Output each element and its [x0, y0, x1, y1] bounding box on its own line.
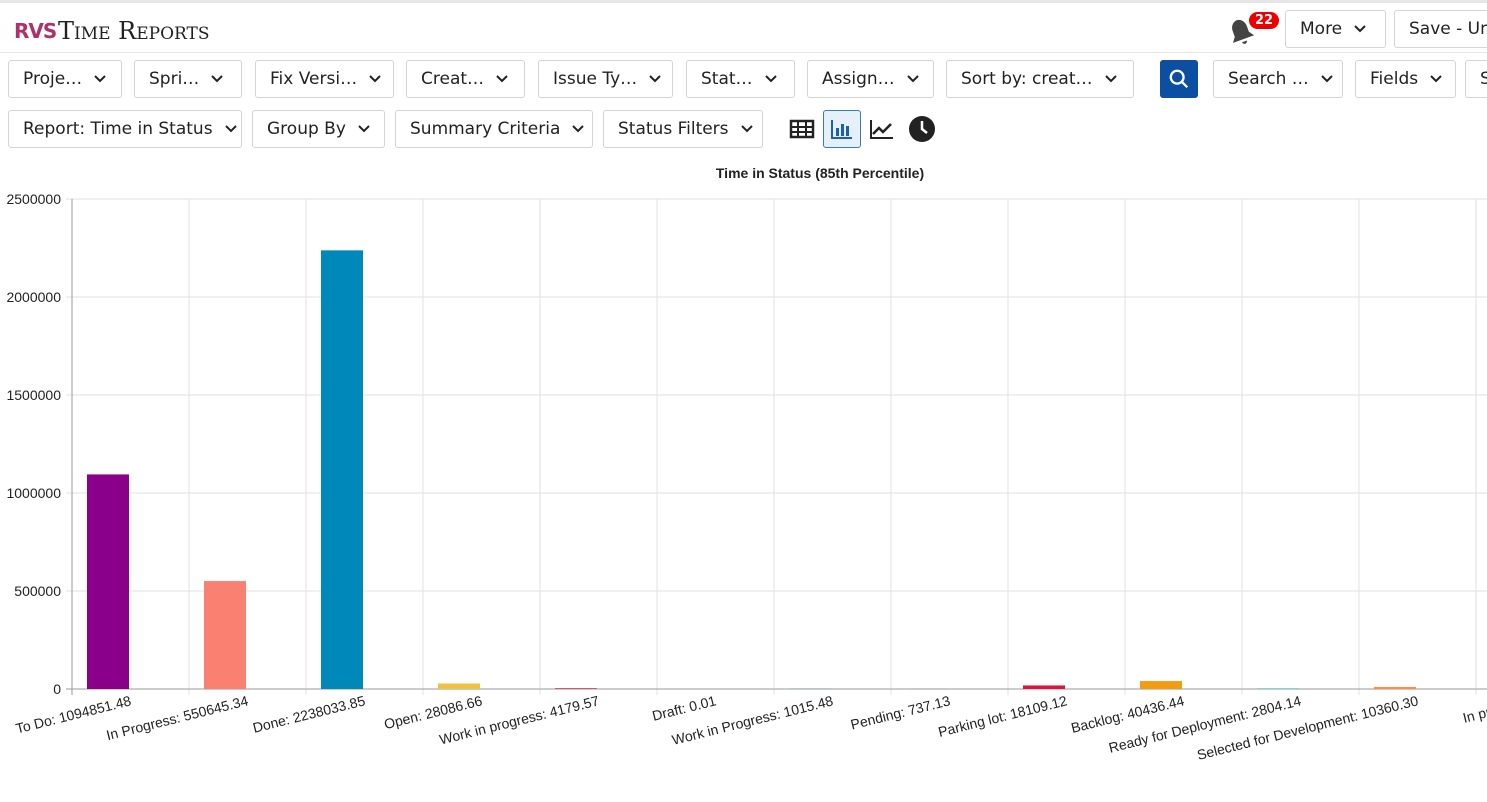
chevron [649, 75, 661, 83]
filter-dropdown[interactable]: Issue Ty… [538, 60, 673, 98]
clock-icon [909, 116, 935, 142]
report-dropdown[interactable]: Status Filters [603, 110, 763, 148]
bar [438, 683, 480, 689]
x-tick-label: In progress: [1461, 692, 1487, 725]
bar [555, 688, 597, 689]
x-tick-label: Draft: 0.01 [650, 692, 718, 723]
bell-icon[interactable] [1226, 17, 1256, 47]
chevron [358, 125, 370, 133]
button-label: Issue Ty… [553, 69, 638, 89]
x-tick-label: Parking lot: 18109.12 [936, 692, 1068, 740]
filter-dropdown[interactable]: Stat… [686, 60, 795, 98]
bar-icon [831, 120, 852, 139]
filter-dropdown[interactable]: Fix Versi… [255, 60, 394, 98]
bar-view-button[interactable] [823, 110, 861, 148]
chevron [1430, 75, 1442, 83]
chevron [496, 75, 508, 83]
button-label: More [1300, 19, 1343, 39]
bar [87, 474, 129, 689]
search-icon [1169, 69, 1189, 89]
search-dropdown[interactable]: S [1465, 60, 1487, 98]
button-label: Search … [1228, 69, 1309, 89]
chart: Time in Status (85th Percentile) 0 500000… [6, 165, 1487, 763]
button-label: Fields [1370, 69, 1419, 89]
filter-dropdown[interactable]: Proje… [8, 60, 122, 98]
chart-title: Time in Status (85th Percentile) [716, 165, 924, 181]
button-label: S [1480, 69, 1487, 89]
notification-badge[interactable]: 22 [1249, 12, 1280, 29]
chevron [1321, 75, 1333, 83]
y-tick-label: 2000000 [6, 289, 61, 305]
button-label: Save - Unt [1409, 19, 1487, 39]
chevron [764, 75, 777, 83]
button-label: Proje… [23, 69, 83, 89]
y-tick-label: 1000000 [6, 485, 61, 501]
x-tick-label: Selected for Development: 10360.30 [1195, 692, 1420, 763]
search-dropdown[interactable]: Fields [1355, 60, 1456, 98]
search-button[interactable] [1160, 60, 1198, 98]
logo: RVS [14, 19, 57, 43]
button-label: Report: Time in Status [23, 119, 213, 139]
bar [1023, 685, 1065, 689]
filter-dropdown[interactable]: Assign… [807, 60, 934, 98]
chevron [1354, 25, 1366, 33]
time-view-button[interactable] [903, 110, 941, 148]
button-label: Spri… [149, 69, 200, 89]
bar [204, 581, 246, 689]
button-label: Summary Criteria [410, 119, 561, 139]
header-button[interactable]: More [1285, 10, 1386, 48]
chevron [906, 75, 919, 83]
y-tick-label: 0 [53, 681, 61, 697]
report-dropdown[interactable]: Report: Time in Status [8, 110, 242, 148]
button-label: Fix Versi… [270, 69, 358, 89]
bar [321, 250, 363, 689]
chevron [94, 75, 106, 83]
filter-dropdown[interactable]: Spri… [134, 60, 242, 98]
line-view-button[interactable] [863, 110, 901, 148]
app-title: Time Reports [58, 17, 210, 45]
x-tick-label: Done: 2238033.85 [251, 692, 367, 735]
line-icon [870, 120, 893, 139]
filter-dropdown[interactable]: Creat… [406, 60, 525, 98]
y-tick-label: 500000 [14, 583, 61, 599]
bar [1374, 686, 1416, 689]
report-dropdown[interactable]: Group By [252, 110, 385, 148]
header-button[interactable]: Save - Unt [1394, 10, 1487, 48]
header-divider [0, 52, 1487, 53]
bar [1257, 688, 1299, 689]
button-label: Group By [267, 119, 346, 139]
button-label: Assign… [822, 69, 895, 89]
bar [1140, 681, 1182, 689]
search-dropdown[interactable]: Search … [1213, 60, 1343, 98]
chevron [369, 75, 381, 83]
button-label: Stat… [701, 69, 753, 89]
table-icon [789, 119, 815, 139]
report-dropdown[interactable]: Summary Criteria [395, 110, 593, 148]
chevron [740, 125, 753, 133]
chevron [572, 125, 585, 133]
y-tick-label: 2500000 [6, 191, 61, 207]
chevron [1104, 75, 1117, 83]
chevron [211, 75, 224, 83]
table-view-button[interactable] [783, 110, 821, 148]
y-tick-label: 1500000 [6, 387, 61, 403]
button-label: Status Filters [618, 119, 729, 139]
chevron [224, 125, 237, 133]
button-label: Creat… [421, 69, 485, 89]
button-label: Sort by: creat… [961, 69, 1093, 89]
filter-dropdown[interactable]: Sort by: creat… [946, 60, 1134, 98]
